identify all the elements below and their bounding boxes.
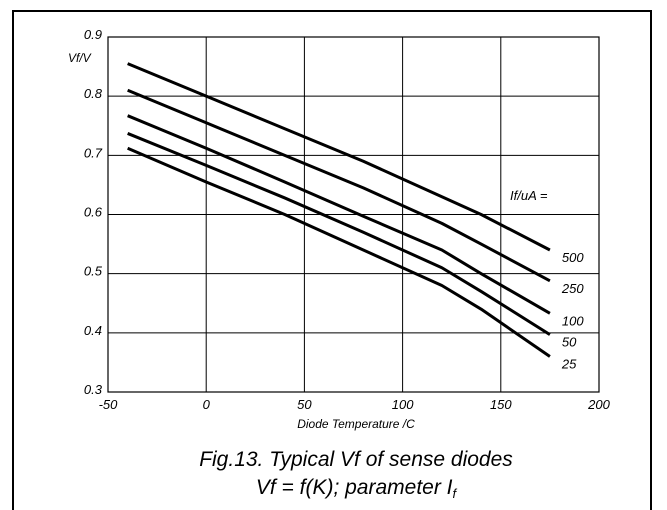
y-tick-label: 0.8 bbox=[84, 86, 103, 101]
legend-title: If/uA = bbox=[510, 188, 548, 203]
series-label-100: 100 bbox=[562, 313, 584, 328]
series-line-500 bbox=[127, 62, 551, 252]
caption-line-1: Fig.13. Typical Vf of sense diodes bbox=[199, 448, 513, 471]
chart-frame bbox=[12, 10, 652, 510]
y-tick-label: 0.6 bbox=[84, 205, 103, 220]
series-labels: 500 250 100 50 25 bbox=[561, 250, 584, 372]
x-tick-labels: -50 0 50 100 150 200 bbox=[99, 397, 611, 412]
series-line-25 bbox=[127, 146, 551, 358]
series-label-50: 50 bbox=[562, 335, 577, 350]
plot-border bbox=[107, 36, 600, 393]
y-axis-label: Vf/V bbox=[68, 51, 92, 65]
y-tick-label: 0.5 bbox=[84, 264, 103, 279]
series-label-25: 25 bbox=[561, 357, 577, 372]
y-tick-label: 0.7 bbox=[84, 145, 103, 160]
series-lines bbox=[127, 62, 551, 358]
caption-line-2-main: Vf = f(K); parameter I bbox=[256, 476, 453, 499]
x-tick-label: 150 bbox=[490, 397, 512, 412]
series-line-250 bbox=[127, 88, 551, 283]
series-line-100 bbox=[127, 114, 551, 315]
y-tick-label: 0.9 bbox=[84, 27, 102, 42]
caption-line-2: Vf = f(K); parameter If bbox=[256, 476, 458, 501]
series-line-50 bbox=[127, 132, 551, 336]
x-tick-label: 0 bbox=[203, 397, 211, 412]
caption-line-2-subscript: f bbox=[453, 486, 458, 501]
x-tick-label: 200 bbox=[587, 397, 610, 412]
series-label-500: 500 bbox=[562, 250, 584, 265]
x-tick-label: 100 bbox=[392, 397, 414, 412]
y-tick-labels: 0.3 0.4 0.5 0.6 0.7 0.8 0.9 bbox=[84, 27, 103, 397]
x-tick-label: 50 bbox=[297, 397, 312, 412]
y-tick-label: 0.4 bbox=[84, 323, 102, 338]
y-tick-label: 0.3 bbox=[84, 382, 103, 397]
x-tick-label: -50 bbox=[99, 397, 119, 412]
series-label-250: 250 bbox=[561, 281, 584, 296]
x-axis-label: Diode Temperature /C bbox=[297, 417, 415, 431]
